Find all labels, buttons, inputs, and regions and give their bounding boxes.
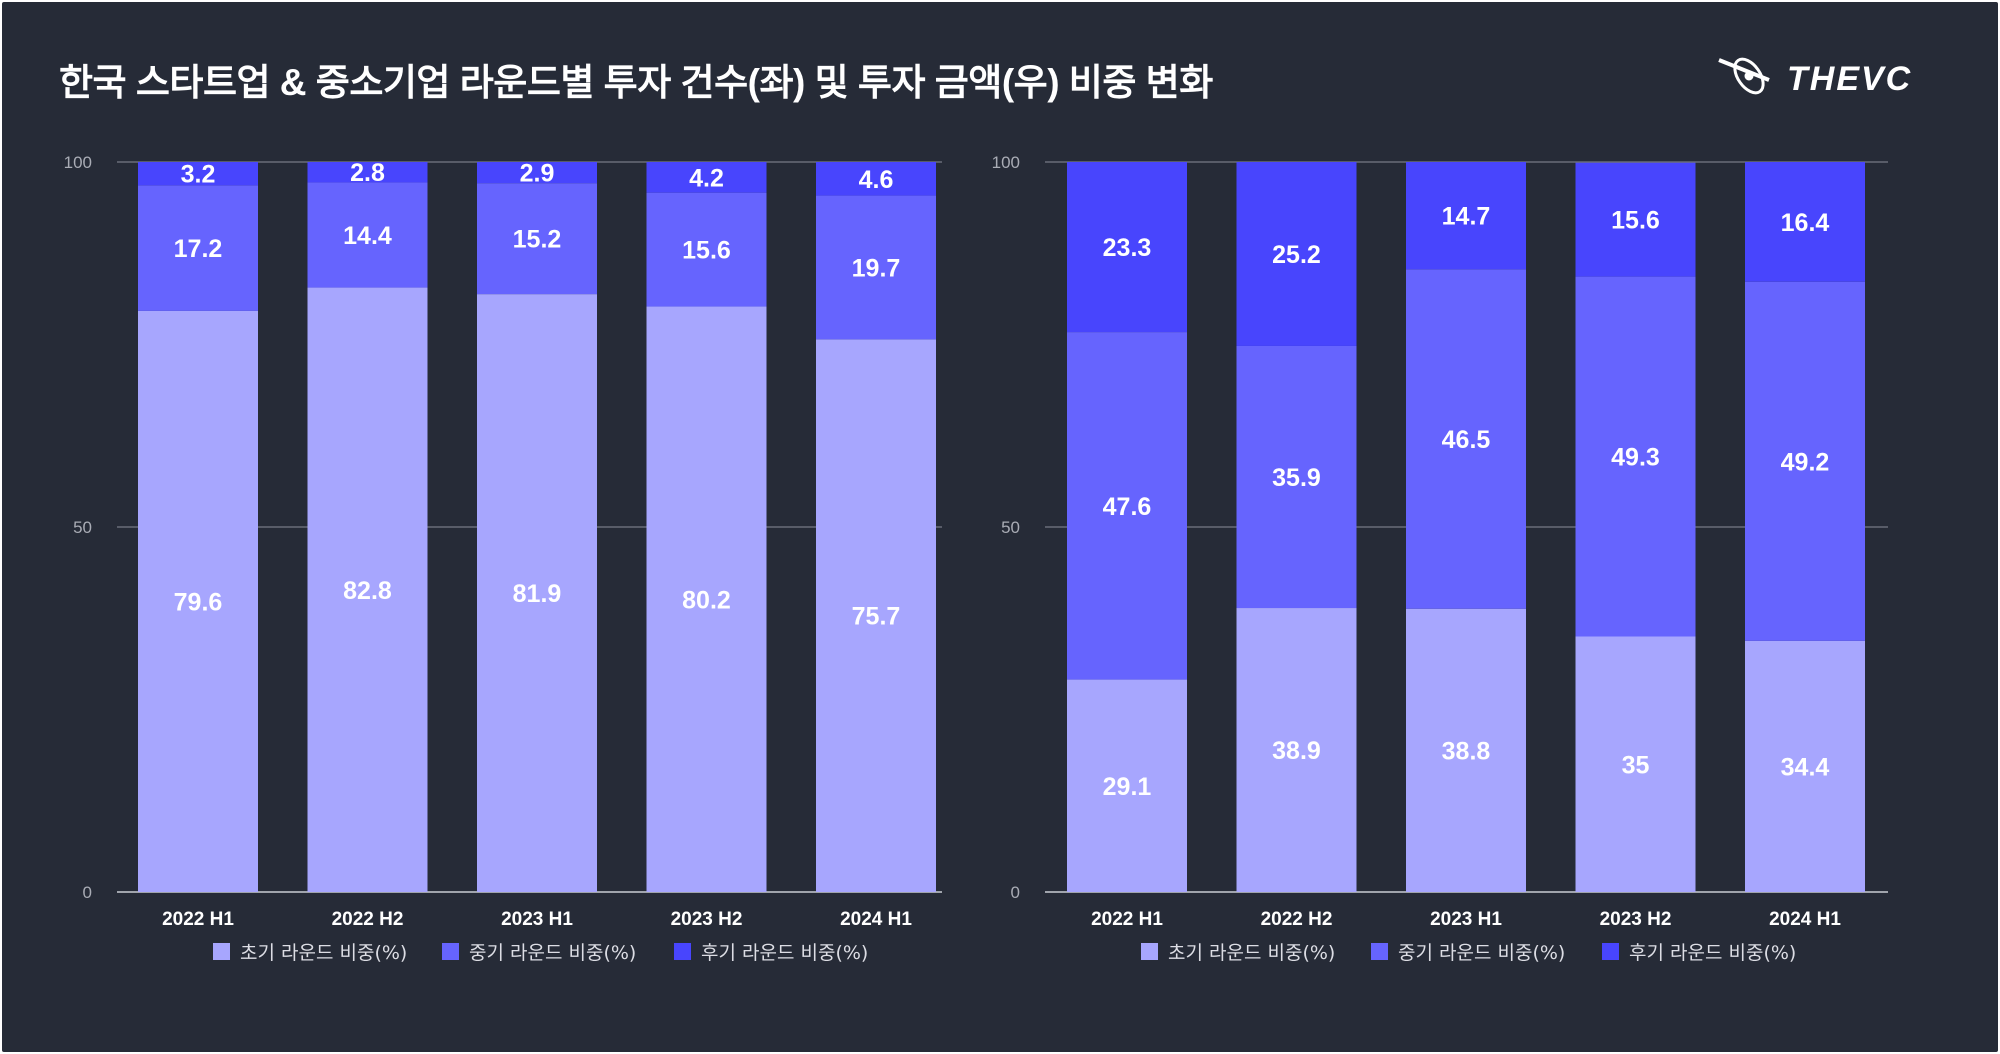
legend-swatch	[674, 943, 691, 960]
x-tick-label: 2022 H2	[1261, 909, 1333, 930]
data-label: 17.2	[174, 235, 223, 263]
legend-label: 후기 라운드 비중(%)	[1629, 942, 1796, 964]
data-label: 3.2	[181, 161, 216, 189]
data-label: 81.9	[513, 580, 562, 608]
x-tick-label: 2024 H1	[840, 909, 912, 930]
bar-segment	[1067, 162, 1187, 333]
y-tick-label: 100	[64, 153, 92, 172]
bar-segment	[1067, 679, 1187, 892]
data-label: 29.1	[1103, 773, 1152, 801]
thevc-logo: THEVC	[1717, 48, 1947, 104]
bar-segment	[1575, 636, 1696, 892]
data-label: 23.3	[1103, 234, 1152, 262]
y-tick-label: 0	[83, 883, 92, 902]
data-label: 82.8	[343, 577, 392, 605]
y-tick-label: 100	[992, 153, 1020, 172]
bar-segment	[477, 183, 597, 295]
data-label: 35.9	[1272, 464, 1321, 492]
x-tick-label: 2022 H1	[1091, 909, 1163, 930]
data-label: 15.6	[1611, 207, 1660, 235]
data-label: 34.4	[1781, 753, 1830, 781]
bar-segment	[1575, 276, 1696, 637]
bar-segment	[646, 162, 767, 193]
bar-segment	[816, 162, 936, 196]
x-tick-label: 2024 H1	[1769, 909, 1841, 930]
data-label: 15.2	[513, 226, 562, 254]
data-label: 38.9	[1272, 737, 1321, 765]
bar-segment	[307, 287, 428, 892]
bar-segment	[477, 294, 597, 892]
bar-segment	[816, 195, 936, 340]
data-label: 16.4	[1781, 209, 1830, 237]
bar-segment	[1575, 162, 1696, 277]
bar-segment	[1406, 608, 1526, 892]
chart-panel-1: 0 50 100 79.6 17.2 3.2 2022 H1 82.8 14.4 2.8 2022 …	[64, 153, 942, 964]
bar-segment	[1745, 281, 1865, 641]
legend-swatch	[1141, 943, 1158, 960]
x-tick-label: 2023 H2	[671, 909, 743, 930]
legend-swatch	[1602, 943, 1619, 960]
data-label: 14.7	[1442, 203, 1491, 231]
bar-segment	[138, 310, 258, 892]
legend-swatch	[442, 943, 459, 960]
logo-mark-icon	[1718, 57, 1770, 95]
y-tick-label: 50	[1001, 518, 1020, 537]
bar-segment	[646, 306, 767, 892]
data-label: 75.7	[852, 603, 901, 631]
x-tick-label: 2023 H1	[1430, 909, 1502, 930]
legend-label: 초기 라운드 비중(%)	[240, 942, 407, 964]
bar-segment	[307, 162, 428, 183]
x-tick-label: 2023 H2	[1600, 909, 1672, 930]
bar-segment	[138, 162, 258, 186]
bar-segment	[1236, 608, 1357, 892]
data-label: 19.7	[852, 254, 901, 282]
legend-label: 후기 라운드 비중(%)	[701, 942, 868, 964]
chart-panel-2: 0 50 100 29.1 47.6 23.3 2022 H1 38.9 35.9 25.2 202…	[992, 153, 1888, 964]
data-label: 15.6	[682, 237, 731, 265]
data-label: 2.9	[520, 160, 555, 188]
data-label: 79.6	[174, 588, 223, 616]
data-label: 4.2	[689, 164, 724, 192]
y-tick-label: 50	[73, 518, 92, 537]
data-label: 14.4	[343, 222, 392, 250]
legend-swatch	[1371, 943, 1388, 960]
bar-segment	[477, 162, 597, 184]
bar-segment	[1745, 640, 1865, 892]
data-label: 4.6	[859, 166, 894, 194]
bar-segment	[1406, 269, 1526, 609]
bar-segment	[307, 182, 428, 288]
data-label: 35	[1622, 751, 1650, 779]
bar-segment	[1406, 162, 1526, 270]
data-label: 38.8	[1442, 737, 1491, 765]
logo-wordmark: THEVC	[1787, 60, 1912, 98]
bar-segment	[1236, 345, 1357, 609]
bar-segment	[1067, 332, 1187, 680]
bar-segment	[1236, 162, 1357, 346]
x-tick-label: 2022 H2	[332, 909, 404, 930]
legend-label: 초기 라운드 비중(%)	[1168, 942, 1335, 964]
data-label: 49.2	[1781, 448, 1830, 476]
bar-segment	[646, 192, 767, 307]
data-label: 2.8	[350, 159, 385, 187]
legend-swatch	[213, 943, 230, 960]
bar-segment	[1745, 162, 1865, 282]
bar-segment	[138, 185, 258, 311]
x-tick-label: 2023 H1	[501, 909, 573, 930]
data-label: 49.3	[1611, 444, 1660, 472]
y-tick-label: 0	[1011, 883, 1020, 902]
bar-segment	[816, 339, 936, 892]
data-label: 46.5	[1442, 426, 1491, 454]
x-tick-label: 2022 H1	[162, 909, 234, 930]
legend-label: 중기 라운드 비중(%)	[1398, 942, 1565, 964]
page-title: 한국 스타트업 & 중소기업 라운드별 투자 건수(좌) 및 투자 금액(우) …	[59, 62, 1213, 103]
data-label: 25.2	[1272, 241, 1321, 269]
data-label: 47.6	[1103, 493, 1152, 521]
legend-label: 중기 라운드 비중(%)	[469, 942, 636, 964]
data-label: 80.2	[682, 586, 731, 614]
